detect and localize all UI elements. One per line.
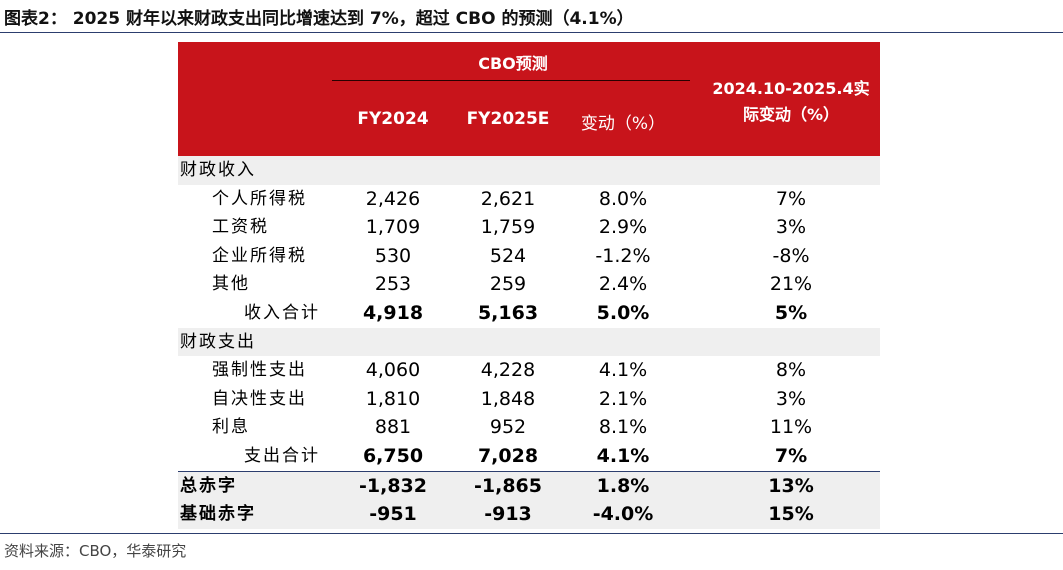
cell-change: 4.1%	[596, 444, 650, 467]
row-label: 总赤字	[180, 475, 237, 496]
source-note: 资料来源：CBO，华泰研究	[4, 542, 187, 560]
cell-fy2024: 1,709	[365, 216, 421, 239]
table-row: 工资税 1,709 1,759 2.9% 3%	[178, 213, 880, 242]
cell-fy2025e: 7,028	[477, 444, 539, 467]
deficit-row-total: 总赤字 -1,832 -1,865 1.8% 13%	[178, 471, 880, 501]
cell-actual: 5%	[774, 301, 808, 324]
row-label: 支出合计	[244, 445, 320, 466]
section-label-revenue: 财政收入	[180, 160, 256, 180]
cell-fy2025e: 5,163	[477, 301, 539, 324]
cell-fy2025e: 1,848	[480, 387, 536, 410]
deficit-row-primary: 基础赤字 -951 -913 -4.0% 15%	[178, 500, 880, 529]
row-label: 基础赤字	[180, 504, 256, 525]
cell-fy2025e: 952	[489, 416, 527, 439]
cell-fy2025e: -1,865	[474, 474, 542, 497]
cell-change: 4.1%	[598, 359, 648, 382]
cell-change: -1.2%	[595, 244, 651, 267]
top-rule	[0, 32, 1063, 33]
cell-change: -4.0%	[592, 503, 654, 526]
cell-actual: 11%	[769, 416, 813, 439]
section-row-revenue: 财政收入	[178, 156, 880, 185]
row-label: 自决性支出	[212, 388, 307, 409]
cell-fy2024: -1,832	[359, 474, 427, 497]
cell-change: 5.0%	[596, 301, 650, 324]
cell-fy2024: -951	[369, 503, 417, 526]
col-header-actual-line1: 2024.10-2025.4实	[712, 79, 870, 98]
cell-fy2024: 881	[374, 416, 412, 439]
cell-actual: 15%	[768, 503, 814, 526]
total-row-spending: 支出合计 6,750 7,028 4.1% 7%	[178, 442, 880, 471]
bottom-rule	[0, 533, 1063, 534]
cell-fy2025e: 2,621	[480, 187, 536, 210]
section-row-spending: 财政支出	[178, 327, 880, 357]
cell-fy2024: 1,810	[365, 387, 421, 410]
row-label: 收入合计	[244, 302, 320, 323]
cell-actual: 3%	[775, 216, 807, 239]
table-header: CBO预测 FY2024 FY2025E 变动（%） 2024.10-2025.…	[178, 42, 880, 156]
row-label: 个人所得税	[212, 188, 307, 209]
table-row: 其他 253 259 2.4% 21%	[178, 270, 880, 299]
figure-title: 图表2： 2025 财年以来财政支出同比增速达到 7%，超过 CBO 的预测（4…	[4, 9, 634, 29]
cell-fy2024: 530	[374, 244, 412, 267]
budget-table: CBO预测 FY2024 FY2025E 变动（%） 2024.10-2025.…	[178, 42, 880, 529]
cell-actual: 7%	[774, 444, 808, 467]
cell-change: 2.9%	[598, 216, 648, 239]
cell-change: 8.1%	[598, 416, 648, 439]
cell-fy2024: 4,060	[365, 359, 421, 382]
cell-fy2025e: 4,228	[480, 359, 536, 382]
cbo-group-underline	[332, 80, 690, 81]
row-label: 工资税	[212, 217, 269, 238]
cell-fy2025e: -913	[484, 503, 532, 526]
cell-fy2024: 6,750	[362, 444, 424, 467]
col-header-fy2025e: FY2025E	[466, 109, 550, 129]
table-row: 企业所得税 530 524 -1.2% -8%	[178, 242, 880, 271]
table-row: 利息 881 952 8.1% 11%	[178, 413, 880, 442]
table-row: 自决性支出 1,810 1,848 2.1% 3%	[178, 385, 880, 414]
cell-actual: 7%	[775, 187, 807, 210]
cell-fy2025e: 524	[489, 244, 527, 267]
deficit-separator	[178, 470, 880, 472]
col-header-fy2024: FY2024	[357, 109, 429, 129]
cell-actual: -8%	[772, 244, 810, 267]
cell-fy2025e: 1,759	[480, 216, 536, 239]
cell-fy2024: 4,918	[362, 301, 424, 324]
col-header-change: 变动（%）	[580, 114, 666, 134]
cell-change: 2.1%	[598, 387, 648, 410]
cell-fy2024: 2,426	[365, 187, 421, 210]
row-label: 强制性支出	[212, 360, 307, 381]
cell-change: 2.4%	[598, 273, 648, 296]
col-header-actual-change: 2024.10-2025.4实 际变动（%）	[706, 76, 876, 128]
cbo-forecast-group-label: CBO预测	[478, 54, 548, 73]
cell-actual: 13%	[768, 474, 814, 497]
cell-fy2024: 253	[374, 273, 412, 296]
table-row: 个人所得税 2,426 2,621 8.0% 7%	[178, 185, 880, 214]
row-label: 企业所得税	[212, 245, 307, 266]
table-row: 强制性支出 4,060 4,228 4.1% 8%	[178, 356, 880, 385]
cell-fy2025e: 259	[489, 273, 527, 296]
col-header-actual-line2: 际变动（%）	[742, 105, 840, 124]
cell-change: 8.0%	[598, 187, 648, 210]
cell-actual: 3%	[775, 387, 807, 410]
row-label: 其他	[212, 274, 250, 295]
cell-change: 1.8%	[596, 474, 650, 497]
row-label: 利息	[212, 417, 250, 438]
cell-actual: 21%	[769, 273, 813, 296]
section-label-spending: 财政支出	[180, 331, 256, 352]
total-row-revenue: 收入合计 4,918 5,163 5.0% 5%	[178, 299, 880, 328]
cell-actual: 8%	[775, 359, 807, 382]
